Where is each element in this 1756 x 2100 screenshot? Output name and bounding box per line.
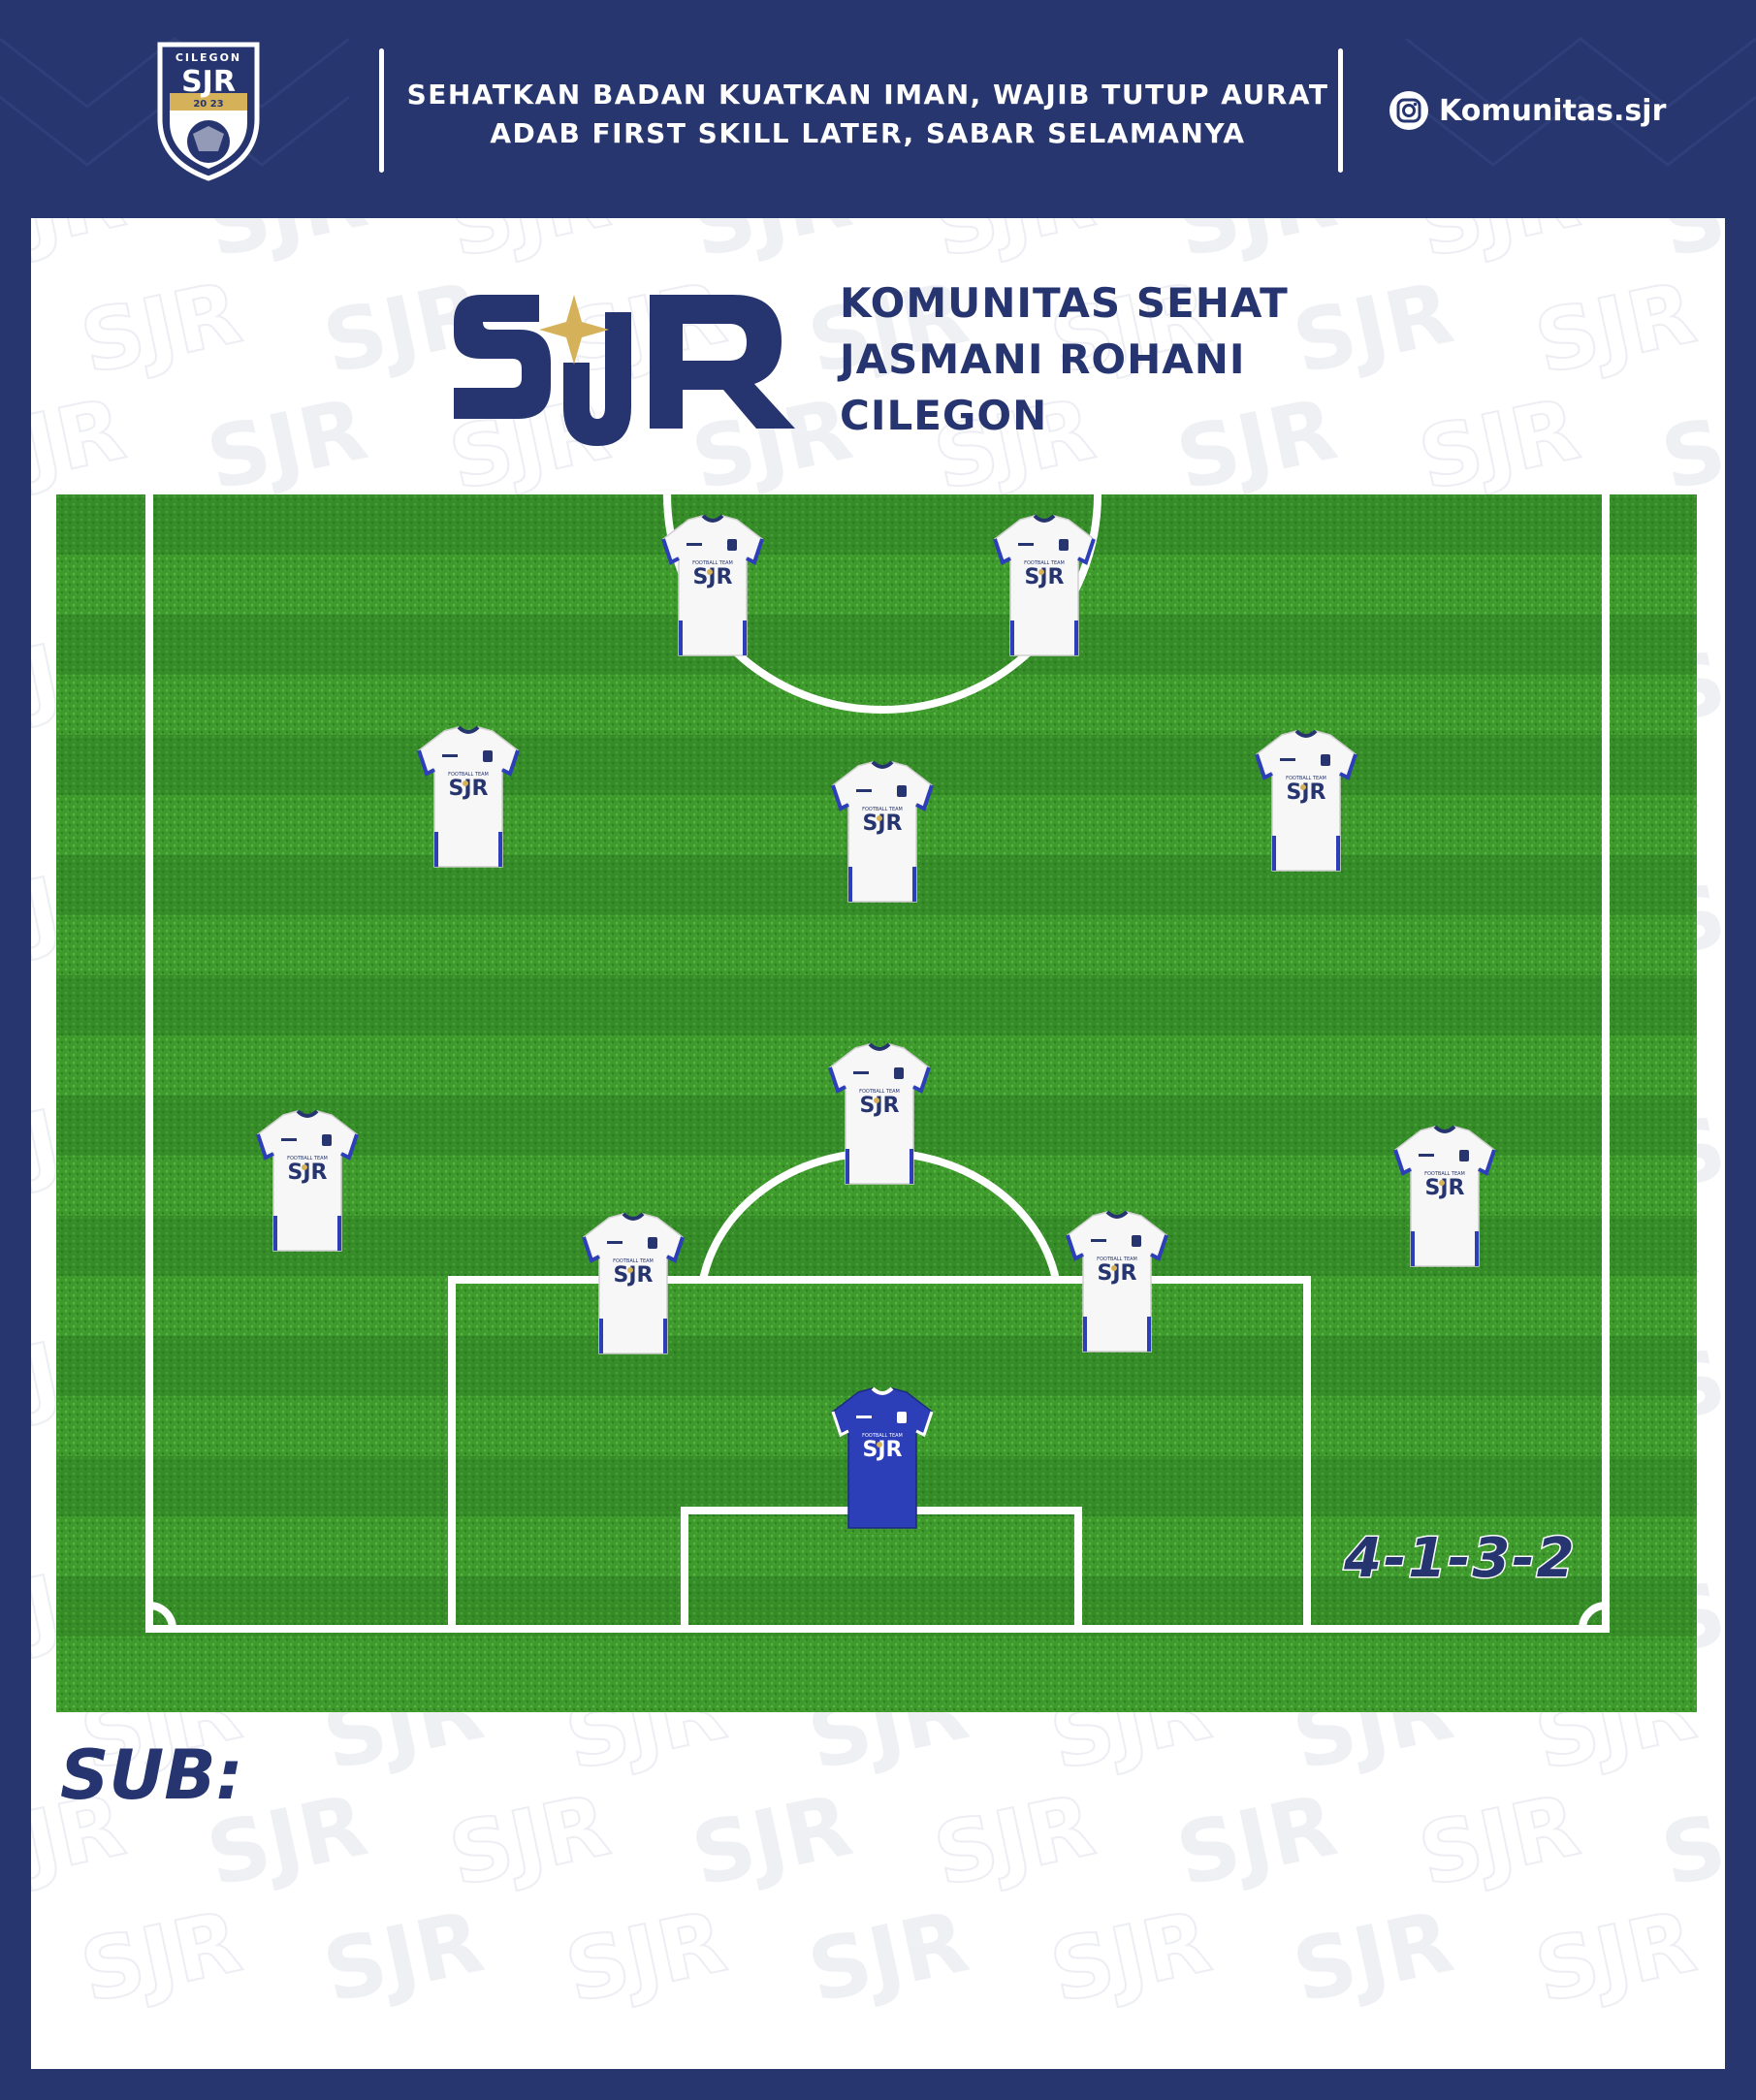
watermark-text: SJR xyxy=(315,1892,492,2022)
watermark-text: SJR xyxy=(800,1892,976,2022)
player-jersey-forward-left[interactable] xyxy=(659,514,766,659)
player-jersey-midfielder-center[interactable] xyxy=(829,760,936,906)
watermark-text: SJR xyxy=(1527,1892,1704,2022)
watermark-text: SJR xyxy=(31,379,133,510)
motto-text: SEHATKAN BADAN KUATKAN IMAN, WAJIB TUTUP… xyxy=(398,76,1338,153)
player-jersey-right-back[interactable] xyxy=(1391,1125,1498,1270)
watermark-text: SJR xyxy=(558,1892,734,2022)
header-divider-right xyxy=(1338,48,1343,173)
crest-top-text: CILEGON xyxy=(176,51,241,64)
instagram-icon xyxy=(1389,91,1428,130)
motto-line-2: ADAB FIRST SKILL LATER, SABAR SELAMANYA xyxy=(490,117,1246,149)
player-jersey-goalkeeper[interactable] xyxy=(829,1386,936,1532)
substitutes-label: SUB: xyxy=(60,1735,243,1815)
club-crest-icon: CILEGON SJR 20 23 xyxy=(157,42,260,181)
crest-year: 20 23 xyxy=(193,99,223,110)
watermark-text: SJR xyxy=(73,263,249,394)
formation-label: 4-1-3-2 xyxy=(1343,1526,1577,1592)
watermark-text: SJR xyxy=(199,379,375,510)
sjr-logo-icon xyxy=(454,295,795,446)
player-jersey-midfielder-right[interactable] xyxy=(1253,729,1359,875)
watermark-text: SJR xyxy=(1042,1892,1219,2022)
instagram-handle-text: Komunitas.sjr xyxy=(1439,93,1667,128)
watermark-text: SJR xyxy=(31,218,133,277)
club-name: KOMUNITAS SEHAT JASMANI ROHANI CILEGON xyxy=(840,275,1289,444)
watermark-text: SJR xyxy=(1285,263,1461,394)
watermark-text: SJR xyxy=(1411,1775,1587,1906)
player-jersey-left-back[interactable] xyxy=(254,1109,361,1255)
motto-line-1: SEHATKAN BADAN KUATKAN IMAN, WAJIB TUTUP… xyxy=(406,79,1329,111)
club-name-line-1: KOMUNITAS SEHAT xyxy=(840,279,1289,327)
watermark-text: SJR xyxy=(1411,379,1587,510)
player-jersey-midfielder-left[interactable] xyxy=(415,725,522,871)
watermark-text: SJR xyxy=(1527,263,1704,394)
watermark-text: SJR xyxy=(926,1775,1102,1906)
player-jersey-defensive-midfielder[interactable] xyxy=(826,1042,933,1188)
watermark-text: SJR xyxy=(441,1775,618,1906)
player-jersey-center-back-left[interactable] xyxy=(580,1212,686,1357)
player-jersey-center-back-right[interactable] xyxy=(1064,1210,1170,1355)
header-bar: CILEGON SJR 20 23 SEHATKAN BADAN KUATKAN… xyxy=(0,0,1756,218)
club-name-line-3: CILEGON xyxy=(840,392,1048,439)
watermark-text: SJR xyxy=(1285,1892,1461,2022)
player-jersey-forward-right[interactable] xyxy=(991,514,1098,659)
header-divider-left xyxy=(379,48,384,173)
club-name-line-2: JASMANI ROHANI xyxy=(840,335,1246,383)
instagram-handle[interactable]: Komunitas.sjr xyxy=(1389,89,1666,132)
crest-letters: SJR xyxy=(181,65,236,99)
watermark-text: SJR xyxy=(1653,379,1725,510)
watermark-text: SJR xyxy=(684,1775,860,1906)
watermark-text: SJR xyxy=(73,1892,249,2022)
watermark-text: SJR xyxy=(1653,1775,1725,1906)
watermark-text: SJR xyxy=(1168,1775,1345,1906)
